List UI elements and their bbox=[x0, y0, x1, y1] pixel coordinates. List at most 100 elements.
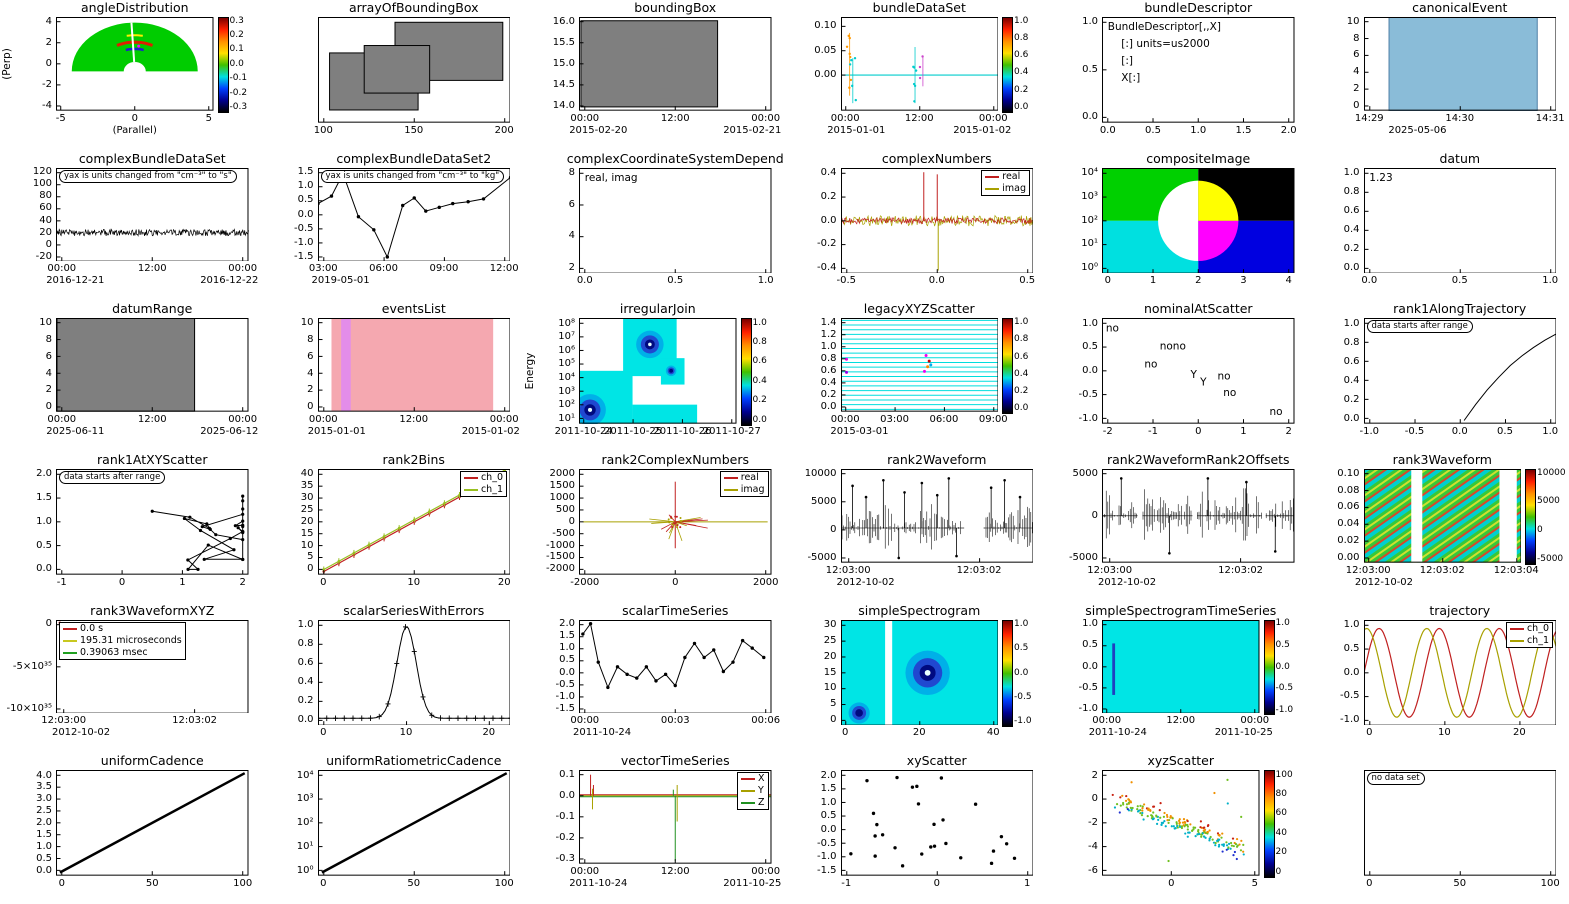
chart-irregularJoin: irregularJoin Energy 10⁸ 10⁷ 10⁶ 10⁵ 10⁴ 10³ 10²… bbox=[523, 301, 785, 452]
x-tick: 00:03 bbox=[660, 715, 690, 727]
legend-label: Z bbox=[757, 797, 765, 809]
x-tick: 2011-10-24 bbox=[554, 425, 613, 437]
y-tick: 3.5 bbox=[36, 781, 52, 793]
x-tick: -1.0 bbox=[1359, 425, 1380, 437]
x-tick: 12:00 bbox=[660, 112, 690, 124]
x-tick: 00:00 bbox=[751, 112, 781, 124]
x-axis-date: 2015-01-02 bbox=[461, 425, 520, 437]
x-axis-date: 2025-05-06 bbox=[1388, 124, 1447, 136]
chart-datum: datum 1.0 0.8 0.6 0.4 0.2 0.0 0.0 0.5 1.0 1.23 bbox=[1308, 151, 1569, 302]
x-tick: 100 bbox=[1540, 877, 1560, 889]
x-tick: 1.0 bbox=[1542, 425, 1559, 437]
chart-complexBundleDataSet: complexBundleDataSet 120 100 80 60 40 20 0 -20 00… bbox=[0, 151, 262, 302]
x-axis-date: 2015-01-01 bbox=[307, 425, 366, 437]
x-tick: 20 bbox=[482, 727, 496, 739]
y-tick: 0.5 bbox=[1082, 341, 1098, 353]
y-tick: 0.0 bbox=[1343, 666, 1360, 678]
y-tick: 0.5 bbox=[559, 654, 575, 666]
y-tick: 0.8 bbox=[1343, 185, 1360, 197]
y-tick: 0.0 bbox=[820, 401, 837, 413]
y-tick: 0.0 bbox=[1343, 412, 1360, 424]
plot-area-rank2ComplexNumbers bbox=[579, 469, 772, 575]
legend-label: ch_0 bbox=[480, 472, 503, 483]
chart-canonicalEvent: canonicalEvent 10 8 6 4 2 0 14:29 14:30 14:31 2025… bbox=[1308, 0, 1569, 151]
chart-rank2Waveform: rank2Waveform 10000 5000 0 -5000 12:03:00 12:0… bbox=[785, 452, 1047, 603]
y-tick: 4 bbox=[568, 230, 575, 242]
y-tick: 1.0 bbox=[1343, 166, 1360, 178]
x-tick: 00:00 bbox=[1240, 715, 1270, 727]
x-tick: 09:00 bbox=[978, 413, 1008, 425]
y-tick: -0.5 bbox=[1078, 388, 1098, 400]
colorbar-tick: 0.1 bbox=[229, 44, 244, 55]
y-tick: -0.1 bbox=[555, 811, 575, 823]
y-tick: 10⁶ bbox=[558, 344, 575, 356]
annotation: data starts after range bbox=[59, 471, 166, 484]
y-tick: 0.0 bbox=[297, 208, 314, 220]
x-tick: 20 bbox=[497, 576, 511, 588]
y-tick: -0.5 bbox=[555, 678, 575, 690]
x-tick: 2 bbox=[1195, 275, 1202, 287]
x-tick: 00:00 bbox=[47, 263, 77, 275]
y-tick: 0.5 bbox=[1082, 63, 1098, 75]
chart-title: rank2Waveform bbox=[887, 452, 987, 467]
y-tick: 0.5 bbox=[1343, 642, 1360, 654]
y-tick: 0.5 bbox=[36, 539, 52, 551]
chart-title: xyScatter bbox=[906, 753, 967, 769]
legend-swatch bbox=[740, 790, 755, 793]
y-tick: -5000 bbox=[1068, 551, 1098, 563]
x-tick: 12:03:04 bbox=[1493, 564, 1539, 576]
x-tick: 0.5 bbox=[1019, 275, 1036, 287]
chart-boundingBox: boundingBox 16.0 15.5 15.0 14.5 14.0 00:00 12:0… bbox=[523, 0, 785, 151]
plot-area-compositeImage bbox=[1102, 167, 1295, 274]
colorbar-tick: -1.0 bbox=[1275, 704, 1294, 715]
y-tick: 1.0 bbox=[1343, 618, 1360, 630]
x-tick: 2 bbox=[239, 576, 246, 588]
y-tick: -0.5 bbox=[816, 837, 837, 849]
chart-title: scalarTimeSeries bbox=[622, 602, 729, 618]
colorbar-tick: -5000 bbox=[1537, 553, 1564, 564]
colorbar-tick: 0.4 bbox=[1014, 368, 1029, 379]
y-tick: 16.0 bbox=[552, 15, 575, 27]
plot-area-rank2Waveform bbox=[840, 469, 1033, 563]
y-tick: 0 bbox=[830, 714, 837, 726]
plot-area-canonicalEvent bbox=[1363, 17, 1556, 111]
legend: ch_0 ch_1 bbox=[459, 471, 507, 497]
y-tick: 6 bbox=[1353, 49, 1360, 61]
y-tick: 40 bbox=[300, 468, 314, 480]
chart-title: uniformRatiometricCadence bbox=[326, 753, 502, 769]
chart-complexCoordinateSystemDepend: complexCoordinateSystemDepend 8 6 4 2 0.0 0.5 1… bbox=[523, 151, 785, 302]
x-tick: 12:03:02 bbox=[172, 715, 218, 727]
x-tick: -1 bbox=[56, 576, 67, 588]
y-tick: 5 bbox=[830, 698, 837, 710]
x-tick: 00:06 bbox=[751, 715, 781, 727]
x-tick: 00:00 bbox=[751, 865, 781, 877]
colorbar-tick: 1.0 bbox=[1275, 618, 1290, 629]
y-tick: 4 bbox=[45, 367, 52, 379]
plot-area-angleDistribution bbox=[56, 17, 214, 111]
y-tick: 0.4 bbox=[820, 377, 837, 389]
chart-rank3Waveform: rank3Waveform 0.10 0.08 0.06 0.04 0.02 0.00 12:… bbox=[1308, 452, 1569, 603]
x-tick: 150 bbox=[404, 124, 424, 136]
legend-label: real bbox=[1002, 170, 1021, 182]
colorbar-tick: 0.2 bbox=[752, 395, 767, 406]
y-tick: -1.0 bbox=[816, 851, 837, 863]
x-tick: 0.0 bbox=[928, 275, 945, 287]
x-tick: 20 bbox=[1513, 727, 1526, 739]
y-tick: 10 bbox=[1346, 15, 1360, 27]
x-axis-date: 2025-06-11 bbox=[46, 425, 105, 437]
colorbar-tick: 0 bbox=[1537, 525, 1543, 536]
y-tick: 10 bbox=[300, 316, 314, 328]
colorbar-tick: 0.8 bbox=[1014, 32, 1029, 43]
legend-label: real bbox=[740, 472, 759, 483]
chart-complexBundleDataSet2: complexBundleDataSet2 1.5 1.0 0.5 0.0 -0.5 -1.… bbox=[262, 151, 524, 302]
y-tick: 0 bbox=[1091, 793, 1098, 805]
y-tick: 4 bbox=[45, 15, 52, 27]
plot-area-uniformRatiometricCadence bbox=[317, 770, 510, 876]
chart-title: canonicalEvent bbox=[1412, 0, 1508, 15]
chart-title: arrayOfBoundingBox bbox=[348, 0, 479, 15]
x-tick: 12:00 bbox=[137, 413, 167, 425]
x-axis-date: 2016-12-21 bbox=[46, 275, 105, 287]
chart-title: bundleDataSet bbox=[872, 0, 966, 15]
